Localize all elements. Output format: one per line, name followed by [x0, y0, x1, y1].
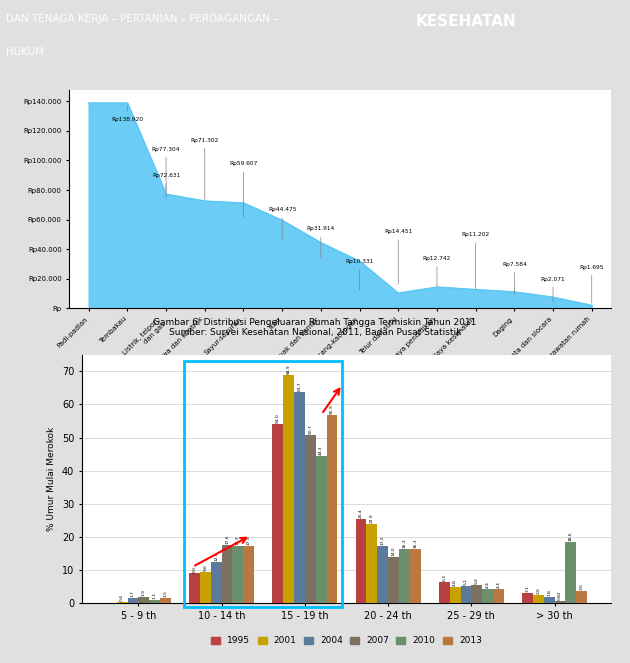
Text: 18.6: 18.6: [569, 531, 573, 541]
Text: 1.5: 1.5: [163, 590, 168, 597]
Text: 12.6: 12.6: [214, 551, 218, 561]
Text: KESEHATAN: KESEHATAN: [416, 14, 517, 29]
Bar: [554, 601, 565, 603]
Text: Gambar 6. Distribusi Pengeluaran Rumah Tangga Termiskin Tahun 2011: Gambar 6. Distribusi Pengeluaran Rumah T…: [153, 318, 477, 327]
Text: 1.8: 1.8: [547, 589, 551, 597]
Bar: [284, 375, 294, 603]
Bar: [200, 572, 211, 603]
Text: Rp77.304: Rp77.304: [152, 147, 180, 191]
Bar: [222, 545, 232, 603]
Text: DAN TENAGA KERJA – PERTANIAN – PERDAGANGAN –: DAN TENAGA KERJA – PERTANIAN – PERDAGANG…: [6, 14, 279, 24]
Text: 16.3: 16.3: [403, 538, 406, 548]
Text: Rp7.584: Rp7.584: [502, 262, 527, 294]
Text: 44.3: 44.3: [319, 446, 323, 455]
Text: 17.2: 17.2: [381, 536, 385, 545]
Text: 25.4: 25.4: [359, 509, 363, 518]
Text: Sumber: Survei Kesehatan Nasional, 2011, Badan Pusat Statistik: Sumber: Survei Kesehatan Nasional, 2011,…: [169, 328, 461, 337]
Text: 3.6: 3.6: [580, 583, 583, 590]
Text: 0.4: 0.4: [120, 594, 124, 601]
Bar: [243, 546, 254, 603]
Bar: [410, 549, 421, 603]
Text: Rp72.631: Rp72.631: [152, 173, 180, 198]
Bar: [272, 424, 284, 603]
Text: 56.9: 56.9: [330, 404, 334, 414]
Bar: [576, 591, 587, 603]
Text: 5.6: 5.6: [475, 577, 479, 584]
Text: 1.7: 1.7: [131, 590, 135, 597]
Bar: [439, 583, 450, 603]
Text: Rp11.202: Rp11.202: [462, 232, 490, 289]
Text: 3.1: 3.1: [525, 585, 530, 592]
Bar: [461, 587, 471, 603]
Bar: [294, 392, 305, 603]
Bar: [139, 597, 149, 603]
Text: 4.8: 4.8: [453, 579, 457, 587]
Bar: [450, 587, 461, 603]
Text: Rp138.920: Rp138.920: [112, 105, 144, 122]
Bar: [211, 562, 222, 603]
Text: 63.7: 63.7: [297, 381, 302, 391]
Text: 17.6: 17.6: [225, 534, 229, 544]
Text: Rp10.331: Rp10.331: [345, 259, 374, 290]
Text: Rp44.475: Rp44.475: [268, 208, 296, 240]
Text: Rp14.451: Rp14.451: [384, 229, 413, 284]
Text: Rp31.914: Rp31.914: [307, 227, 335, 259]
Text: 1.1: 1.1: [152, 592, 157, 599]
Text: 0.82: 0.82: [558, 590, 562, 599]
Text: 68.9: 68.9: [287, 364, 290, 374]
Bar: [493, 589, 504, 603]
Text: Rp59.607: Rp59.607: [229, 161, 258, 217]
Text: 9.0: 9.0: [193, 566, 197, 572]
Bar: [544, 597, 554, 603]
Text: 14.0: 14.0: [391, 546, 396, 556]
Bar: [160, 598, 171, 603]
Bar: [128, 598, 139, 603]
Text: 17.3: 17.3: [247, 535, 251, 545]
Text: 54.0: 54.0: [276, 414, 280, 424]
Bar: [305, 435, 316, 603]
Text: Rp1.695: Rp1.695: [580, 265, 604, 303]
Legend: 1995, 2001, 2004, 2007, 2010, 2013: 1995, 2001, 2004, 2007, 2010, 2013: [207, 633, 486, 649]
Text: 2.6: 2.6: [536, 587, 541, 594]
Text: 50.7: 50.7: [308, 424, 312, 434]
Bar: [377, 546, 388, 603]
Bar: [522, 593, 533, 603]
Bar: [117, 602, 128, 603]
Bar: [149, 599, 160, 603]
Text: 16.3: 16.3: [413, 538, 417, 548]
Bar: [367, 524, 377, 603]
Bar: [482, 589, 493, 603]
Bar: [232, 546, 243, 603]
Text: 6.3: 6.3: [442, 575, 446, 581]
Bar: [533, 595, 544, 603]
Text: 9.6: 9.6: [203, 564, 207, 570]
Bar: [399, 549, 410, 603]
Bar: [471, 585, 482, 603]
Text: 23.9: 23.9: [370, 513, 374, 523]
Text: 4.4: 4.4: [486, 581, 490, 588]
Text: Rp71.302: Rp71.302: [190, 138, 219, 200]
Text: Rp12.742: Rp12.742: [423, 256, 451, 286]
Text: HUKUM: HUKUM: [6, 47, 45, 57]
Text: Rp2.071: Rp2.071: [541, 276, 565, 302]
Bar: [326, 415, 337, 603]
Bar: [565, 542, 576, 603]
Bar: [189, 573, 200, 603]
Bar: [184, 361, 342, 607]
Bar: [388, 557, 399, 603]
Text: 5.1: 5.1: [464, 578, 468, 585]
Bar: [316, 456, 326, 603]
Text: 1.9: 1.9: [142, 589, 146, 596]
Bar: [356, 519, 367, 603]
Y-axis label: % Umur Mulai Merokok: % Umur Mulai Merokok: [47, 427, 56, 531]
Text: 4.4: 4.4: [496, 581, 500, 588]
Text: 17.3: 17.3: [236, 535, 240, 545]
